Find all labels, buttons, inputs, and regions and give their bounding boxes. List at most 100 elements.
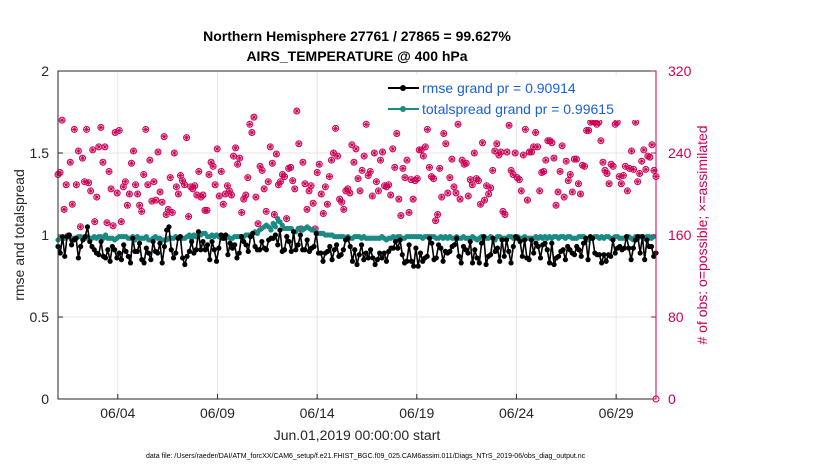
- rmse-point: [150, 238, 156, 245]
- obs-point: [440, 130, 448, 138]
- obs-point: [344, 185, 352, 193]
- obs-point: [574, 180, 582, 188]
- obs-point: [66, 158, 74, 166]
- obs-point: [170, 149, 178, 157]
- obs-point: [385, 181, 393, 189]
- rmse-point: [472, 247, 478, 253]
- obs-point: [625, 164, 633, 172]
- obs-point: [327, 156, 335, 164]
- obs-point: [105, 167, 113, 175]
- rmse-point: [417, 250, 424, 256]
- rmse-point: [560, 247, 566, 253]
- obs-point: [281, 173, 289, 181]
- obs-point: [83, 125, 91, 133]
- obs-point: [576, 190, 584, 198]
- obs-point: [132, 181, 140, 189]
- obs-point: [536, 187, 544, 195]
- obs-point: [595, 118, 603, 126]
- rmse-point: [170, 255, 177, 261]
- rmse-point: [184, 253, 190, 259]
- obs-point: [452, 189, 460, 197]
- obs-point: [334, 152, 342, 160]
- obs-point: [221, 190, 229, 198]
- obs-point: [517, 187, 525, 195]
- rmse-point: [610, 237, 616, 243]
- obs-point: [468, 181, 476, 189]
- rmse-point: [236, 250, 242, 256]
- x-tick-label: 06/29: [599, 405, 634, 421]
- obs-point: [156, 188, 164, 196]
- rmse-point: [549, 240, 555, 246]
- obs-point: [417, 146, 425, 154]
- obs-point: [509, 171, 517, 179]
- obs-point: [68, 200, 76, 208]
- rmse-point: [105, 247, 111, 253]
- rmse-point: [580, 240, 587, 246]
- obs-point: [254, 220, 262, 228]
- y-right-tick-label: 320: [668, 63, 692, 79]
- obs-point: [144, 181, 152, 189]
- obs-point: [632, 118, 640, 126]
- rmse-point: [363, 250, 369, 256]
- rmse-point: [535, 243, 541, 250]
- rmse-point: [78, 243, 84, 250]
- obs-point: [181, 181, 189, 189]
- obs-point: [91, 218, 99, 226]
- rmse-point: [474, 255, 480, 261]
- obs-point: [391, 163, 399, 171]
- rmse-point: [245, 248, 251, 254]
- rmse-point: [275, 242, 281, 248]
- obs-point: [572, 155, 580, 163]
- obs-point: [497, 148, 505, 156]
- rmse-point: [159, 260, 165, 266]
- obs-point: [489, 166, 497, 174]
- obs-point: [454, 120, 462, 128]
- obs-point: [276, 178, 284, 186]
- obs-point: [515, 176, 523, 184]
- rmse-point: [290, 229, 297, 235]
- rmse-point: [143, 245, 149, 251]
- obs-point: [236, 154, 244, 162]
- obs-point: [152, 196, 160, 204]
- rmse-point: [424, 253, 430, 259]
- rmse-point: [621, 245, 627, 251]
- rmse-point: [476, 260, 482, 266]
- x-tick-label: 06/14: [300, 405, 335, 421]
- obs-point: [62, 181, 70, 189]
- obs-point: [503, 148, 511, 156]
- rmse-point: [381, 250, 387, 256]
- y-axis-left: 0 0.5 1 1.5 2: [30, 63, 63, 407]
- obs-point: [323, 200, 331, 208]
- obs-point: [127, 159, 135, 167]
- rmse-point: [157, 240, 163, 246]
- obs-point: [178, 177, 186, 185]
- obs-point: [376, 156, 384, 164]
- obs-point: [256, 162, 264, 170]
- x-tick-label: 06/19: [399, 405, 434, 421]
- obs-point: [287, 163, 295, 171]
- rmse-point: [551, 261, 557, 268]
- rmse-point: [204, 242, 211, 248]
- rmse-point: [173, 250, 179, 256]
- obs-point: [558, 142, 566, 150]
- obs-point: [93, 193, 101, 201]
- rmse-point: [451, 242, 458, 248]
- rmse-point: [73, 235, 79, 241]
- rmse-point: [426, 235, 433, 241]
- obs-point: [636, 170, 644, 177]
- obs-point: [115, 126, 123, 134]
- obs-point: [185, 213, 193, 221]
- rmse-point: [612, 250, 618, 256]
- rmse-point: [102, 255, 109, 261]
- rmse-point: [284, 234, 290, 240]
- totalspread-series: [55, 216, 657, 243]
- rmse-point: [411, 263, 417, 269]
- rmse-point: [354, 261, 360, 268]
- obs-point: [479, 139, 487, 147]
- obs-point: [78, 154, 86, 162]
- rmse-point: [318, 250, 324, 256]
- obs-point: [332, 124, 340, 132]
- obs-point: [621, 162, 629, 170]
- obs-point: [103, 219, 111, 227]
- obs-point: [76, 223, 84, 231]
